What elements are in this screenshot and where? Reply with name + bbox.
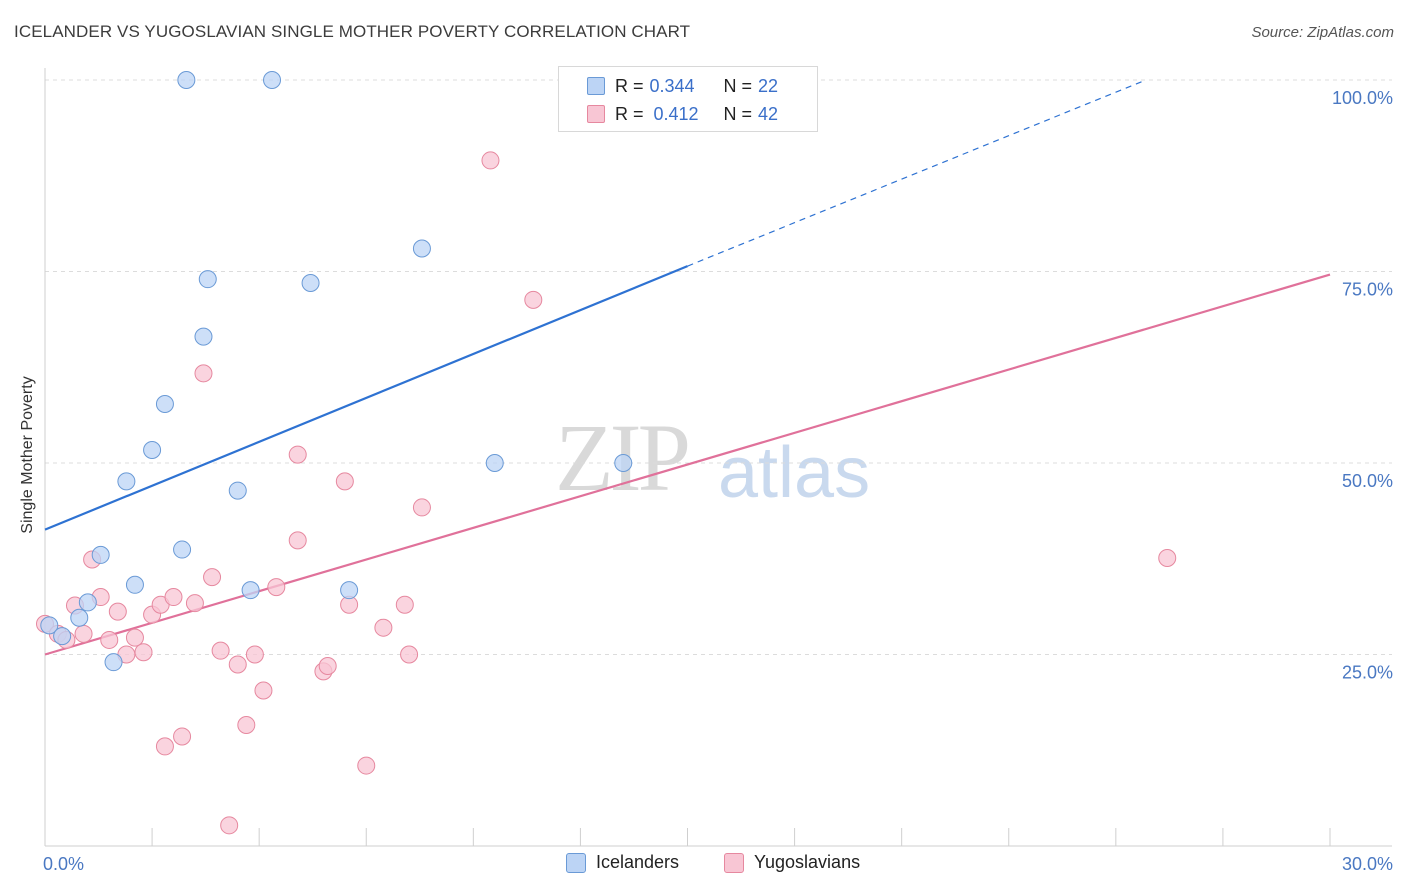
icelander-point	[91, 545, 110, 564]
y-tick-label: 25.0%	[1342, 663, 1393, 683]
yugoslavian-point	[318, 656, 337, 675]
yugoslavian-point	[228, 655, 247, 674]
legend-row-icelanders: R = 0.344 N = 22	[587, 73, 778, 99]
yugoslavian-point	[412, 498, 431, 517]
data-points	[36, 71, 1177, 835]
yugoslavian-point	[220, 816, 239, 835]
yugoslavians-swatch	[587, 105, 605, 123]
yugoslavian-point	[395, 595, 414, 614]
icelander-point	[301, 273, 320, 292]
legend-item-yugoslavians[interactable]: Yugoslavians	[724, 852, 860, 873]
y-tick-label: 75.0%	[1342, 280, 1393, 300]
yugoslavian-point	[164, 588, 183, 607]
yugoslavians-trend-line	[44, 273, 1331, 656]
icelanders-trend-line	[44, 265, 688, 531]
legend-row-yugoslavians: R = 0.412 N = 42	[587, 101, 778, 127]
icelander-point	[173, 540, 192, 559]
legend-label: Icelanders	[596, 852, 680, 872]
stats-legend: R = 0.344 N = 22 R = 0.412 N = 42	[558, 66, 818, 132]
icelander-point	[177, 71, 196, 89]
watermark-atlas: atlas	[718, 433, 871, 513]
legend-item-icelanders[interactable]: Icelanders	[566, 852, 679, 873]
yugoslavian-point	[400, 645, 419, 664]
icelanders-swatch	[587, 77, 605, 95]
trend-lines	[44, 79, 1331, 656]
icelander-point	[194, 327, 213, 346]
legend-label: Yugoslavians	[754, 852, 861, 872]
yugoslavian-point	[1158, 548, 1177, 567]
icelander-point	[143, 440, 162, 459]
n-value: 22	[758, 75, 779, 96]
yugoslavian-point	[203, 568, 222, 587]
yugoslavian-point	[481, 151, 500, 170]
yugoslavian-point	[254, 681, 273, 700]
icelander-point	[40, 616, 59, 635]
yugoslavian-point	[237, 715, 256, 734]
yugoslavian-point	[374, 618, 393, 637]
y-tick-label: 100.0%	[1332, 88, 1393, 108]
icelander-point	[241, 581, 260, 600]
icelander-point	[485, 454, 504, 472]
yugoslavian-point	[524, 290, 543, 309]
n-label: N =	[723, 75, 753, 96]
y-tick-label: 50.0%	[1342, 471, 1393, 491]
yugoslavian-point	[335, 472, 354, 491]
icelander-point	[155, 395, 174, 414]
yugoslavian-point	[288, 445, 307, 464]
yugoslavian-point	[155, 737, 174, 756]
r-label: R =	[615, 103, 644, 124]
icelander-point	[117, 472, 136, 491]
icelander-point	[263, 71, 282, 89]
x-tick-label: 30.0%	[1342, 854, 1393, 874]
icelander-point	[340, 581, 359, 600]
chart-title: ICELANDER VS YUGOSLAVIAN SINGLE MOTHER P…	[14, 22, 691, 41]
icelander-point	[412, 239, 431, 258]
yugoslavian-point	[100, 630, 119, 649]
yugoslavians-swatch	[724, 852, 744, 873]
yugoslavian-point	[185, 594, 204, 613]
x-tick-label: 0.0%	[43, 854, 84, 874]
r-value: 0.344	[649, 75, 695, 96]
icelander-point	[228, 481, 247, 500]
n-value: 42	[758, 103, 779, 124]
r-value: 0.412	[653, 103, 699, 124]
yugoslavian-point	[211, 641, 230, 660]
yugoslavian-point	[74, 624, 93, 643]
yugoslavian-point	[267, 578, 286, 597]
r-label: R =	[615, 75, 644, 96]
yugoslavian-point	[134, 643, 153, 662]
icelanders-trend-extension	[687, 79, 1147, 267]
yugoslavian-point	[288, 531, 307, 550]
yugoslavian-point	[125, 628, 144, 647]
axes	[44, 68, 1392, 847]
icelander-point	[70, 608, 89, 627]
icelander-point	[53, 627, 72, 646]
icelander-point	[198, 270, 217, 289]
source-credit: Source: ZipAtlas.com	[1251, 24, 1394, 41]
icelander-point	[614, 454, 633, 472]
yugoslavian-point	[357, 756, 376, 775]
icelander-point	[78, 593, 97, 612]
gridlines	[45, 79, 1392, 655]
yugoslavian-point	[245, 645, 264, 664]
tick-labels: 25.0% 50.0% 75.0% 100.0% 0.0% 30.0%	[43, 88, 1393, 874]
icelanders-swatch	[566, 852, 586, 873]
yugoslavian-point	[173, 727, 192, 746]
icelander-point	[125, 575, 144, 594]
yugoslavian-point	[108, 602, 127, 621]
n-label: N =	[723, 103, 753, 124]
yugoslavian-point	[194, 364, 213, 383]
icelander-point	[104, 653, 123, 672]
